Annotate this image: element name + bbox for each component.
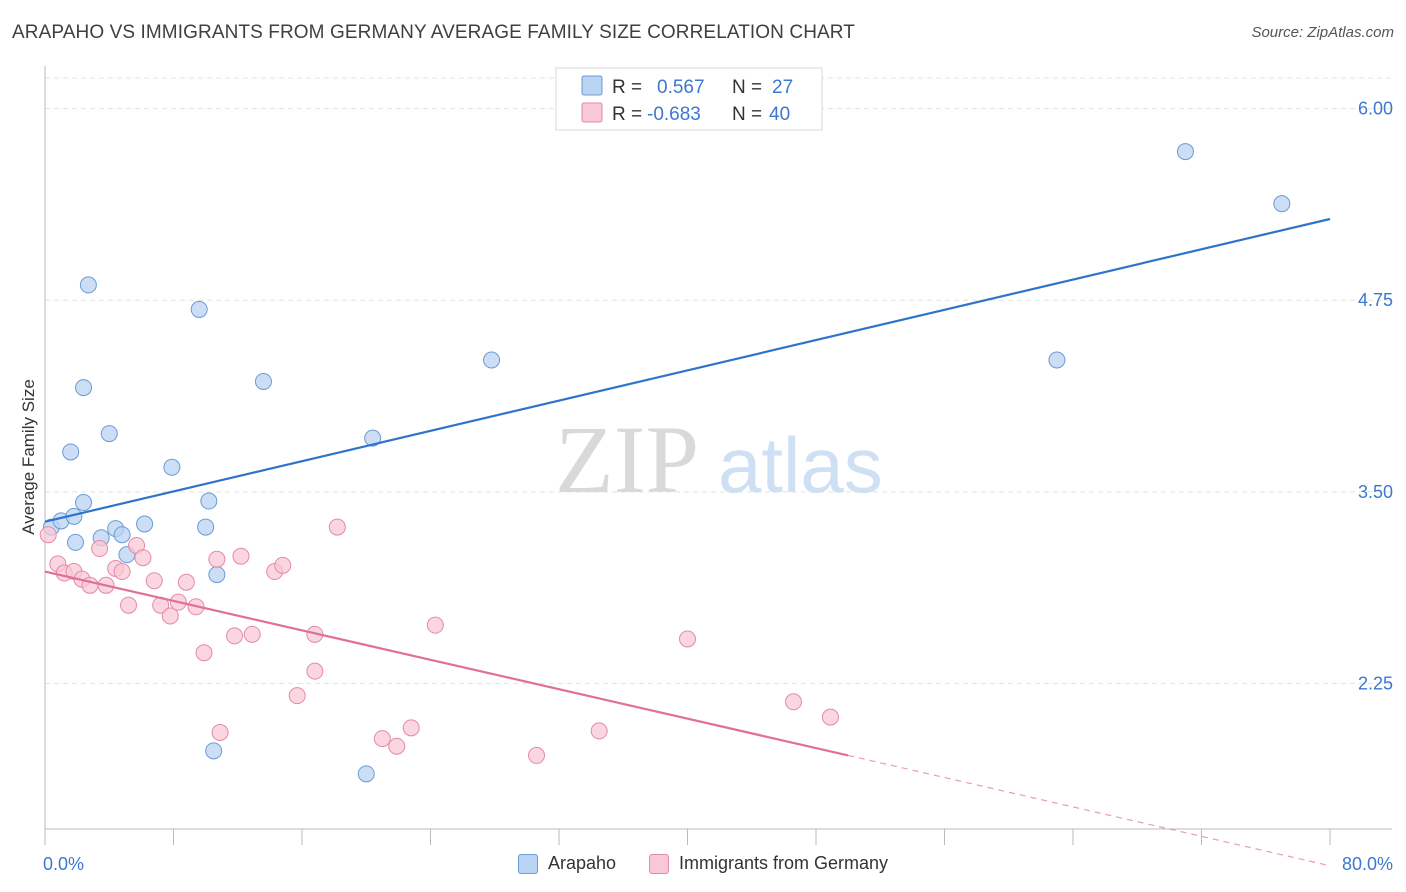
trend-layer xyxy=(44,217,1331,867)
point-immigrants-germany xyxy=(590,722,608,740)
grid-layer xyxy=(45,77,1392,684)
point-immigrants-germany xyxy=(243,625,261,643)
bottom-legend: Arapaho Immigrants from Germany xyxy=(0,853,1406,879)
y-tick-label: 4.75 xyxy=(1358,290,1393,310)
point-immigrants-germany xyxy=(306,662,324,680)
watermark-zip: ZIP xyxy=(555,406,699,513)
point-immigrants-germany xyxy=(388,737,406,755)
legend-label-arapaho: Arapaho xyxy=(547,853,616,873)
point-arapaho xyxy=(67,533,85,551)
point-immigrants-germany xyxy=(113,563,131,581)
watermark-atlas: atlas xyxy=(718,421,883,509)
trend-line-immigrants-germany xyxy=(44,570,849,757)
point-arapaho xyxy=(62,443,80,461)
x-tick-label: 80.0% xyxy=(1342,854,1393,874)
point-immigrants-germany xyxy=(402,719,420,737)
y-tick-label: 3.50 xyxy=(1358,482,1393,502)
source-label: Source: ZipAtlas.com xyxy=(1251,24,1394,41)
point-immigrants-germany xyxy=(288,687,306,705)
y-tick-label: 6.00 xyxy=(1358,99,1393,119)
point-immigrants-germany xyxy=(426,616,444,634)
point-arapaho xyxy=(254,372,272,390)
trend-extension-immigrants-germany xyxy=(847,754,1331,867)
trend-line-arapaho xyxy=(44,217,1331,523)
stats-r-label-germany: R = xyxy=(612,104,642,125)
axis-layer: 2.25 3.50 4.75 6.00 0.0% 80.0% xyxy=(43,66,1393,874)
point-immigrants-germany xyxy=(679,630,696,648)
point-arapaho xyxy=(1176,143,1194,161)
point-immigrants-germany xyxy=(528,746,546,764)
point-arapaho xyxy=(190,300,208,318)
point-immigrants-germany xyxy=(39,526,57,544)
point-arapaho xyxy=(483,351,501,369)
point-immigrants-germany xyxy=(145,572,163,590)
point-arapaho xyxy=(113,526,131,544)
point-immigrants-germany xyxy=(120,596,138,614)
point-immigrants-germany xyxy=(91,540,109,558)
point-immigrants-germany xyxy=(373,730,391,748)
legend-swatch-germany xyxy=(649,853,670,874)
point-immigrants-germany xyxy=(161,607,179,625)
point-immigrants-germany xyxy=(208,550,226,568)
point-arapaho xyxy=(100,425,118,443)
legend-label-germany: Immigrants from Germany xyxy=(679,853,889,873)
point-immigrants-germany xyxy=(226,627,244,645)
chart-title: ARAPAHO VS IMMIGRANTS FROM GERMANY AVERA… xyxy=(12,22,855,43)
point-immigrants-germany xyxy=(328,518,346,536)
point-arapaho xyxy=(75,379,93,397)
stats-swatch-arapaho xyxy=(581,75,603,96)
stats-n-value-germany: 40 xyxy=(769,104,790,125)
legend-item-arapaho: Arapaho xyxy=(517,853,616,874)
x-tick-label: 0.0% xyxy=(43,854,84,874)
point-immigrants-germany xyxy=(232,547,250,565)
legend-item-germany: Immigrants from Germany xyxy=(649,853,888,874)
point-arapaho xyxy=(1048,351,1066,369)
point-arapaho xyxy=(357,765,375,783)
point-immigrants-germany xyxy=(785,693,803,711)
point-arapaho xyxy=(364,429,382,447)
watermark: ZIP atlas xyxy=(555,406,883,513)
point-immigrants-germany xyxy=(211,723,229,741)
point-immigrants-germany xyxy=(274,556,292,574)
y-axis-label: Average Family Size xyxy=(19,379,38,535)
y-tick-label: 2.25 xyxy=(1358,673,1393,693)
point-immigrants-germany xyxy=(134,549,152,567)
stats-r-value-arapaho: 0.567 xyxy=(657,77,705,98)
point-immigrants-germany xyxy=(177,573,195,591)
stats-n-label-arapaho: N = xyxy=(732,77,762,98)
point-arapaho xyxy=(200,492,218,510)
stats-n-label-germany: N = xyxy=(732,104,762,125)
legend-swatch-arapaho xyxy=(517,853,538,874)
point-arapaho xyxy=(75,494,93,512)
point-arapaho xyxy=(208,566,226,584)
stats-swatch-germany xyxy=(581,102,603,123)
point-immigrants-germany xyxy=(821,708,839,726)
stats-n-value-arapaho: 27 xyxy=(772,77,793,98)
point-arapaho xyxy=(1273,195,1291,213)
stats-r-value-germany: -0.683 xyxy=(647,104,701,125)
point-arapaho xyxy=(163,458,181,476)
stats-legend: R = 0.567 N = 27 R = -0.683 N = 40 xyxy=(555,67,823,131)
point-immigrants-germany xyxy=(195,644,213,662)
point-arapaho xyxy=(197,518,215,536)
point-arapaho xyxy=(79,276,97,294)
stats-r-label-arapaho: R = xyxy=(612,77,642,98)
point-arapaho xyxy=(136,515,154,533)
point-arapaho xyxy=(205,742,223,760)
